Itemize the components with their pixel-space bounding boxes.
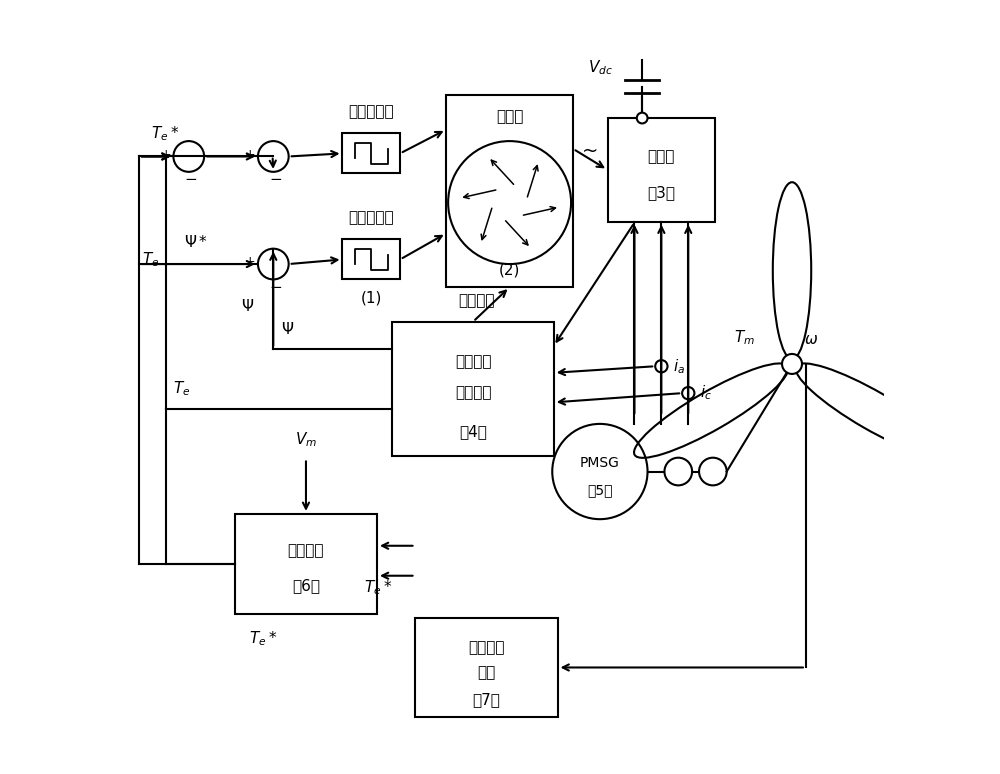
Text: ~: ~: [582, 142, 598, 161]
Text: $T_e$: $T_e$: [142, 250, 160, 269]
Text: $V_m$: $V_m$: [295, 430, 317, 449]
Bar: [342, 239, 400, 279]
Text: 变频器: 变频器: [648, 149, 675, 164]
Text: $V_{dc}$: $V_{dc}$: [588, 59, 613, 77]
Bar: [446, 95, 573, 287]
Text: $\Psi$: $\Psi$: [281, 321, 294, 337]
Text: （5）: （5）: [587, 484, 613, 498]
Text: 磁链扇区: 磁链扇区: [459, 293, 495, 308]
Text: 最优转矩: 最优转矩: [468, 640, 505, 655]
Text: $\Psi$: $\Psi$: [241, 298, 254, 314]
Text: $T_e*$: $T_e*$: [151, 124, 180, 142]
Text: $i_c$: $i_c$: [700, 384, 712, 402]
Text: （3）: （3）: [647, 185, 675, 200]
Text: −: −: [185, 172, 197, 187]
Text: $T_e*$: $T_e*$: [364, 578, 392, 597]
Text: (2): (2): [499, 262, 520, 277]
Circle shape: [637, 113, 648, 123]
Text: $T_e$: $T_e$: [173, 378, 191, 398]
Text: 磁链观测: 磁链观测: [455, 354, 491, 369]
Text: −: −: [269, 279, 282, 295]
Text: （7）: （7）: [473, 692, 500, 707]
Bar: [608, 118, 715, 222]
Text: 曲线: 曲线: [477, 665, 496, 680]
Bar: [415, 618, 558, 717]
Text: 滞环控制器: 滞环控制器: [348, 211, 394, 226]
Text: 转矩补偿: 转矩补偿: [288, 543, 324, 558]
Text: $\Psi *$: $\Psi *$: [184, 235, 209, 250]
Text: 转矩计算: 转矩计算: [455, 385, 491, 400]
Text: +: +: [245, 255, 256, 269]
Circle shape: [782, 354, 802, 374]
Text: +: +: [160, 148, 171, 161]
Text: (1): (1): [361, 291, 382, 306]
Bar: [235, 514, 377, 614]
Text: $i_a$: $i_a$: [673, 357, 685, 375]
Text: （4）: （4）: [459, 424, 487, 440]
Bar: [342, 133, 400, 173]
Text: $T_e*$: $T_e*$: [249, 629, 278, 648]
Text: PMSG: PMSG: [580, 456, 620, 470]
Text: 滞环控制器: 滞环控制器: [348, 104, 394, 119]
Circle shape: [638, 114, 647, 122]
Text: −: −: [269, 172, 282, 187]
Bar: [392, 322, 554, 456]
Text: +: +: [245, 148, 256, 161]
Text: $\omega$: $\omega$: [804, 332, 818, 347]
Text: 开关表: 开关表: [496, 109, 523, 124]
Text: $T_m$: $T_m$: [734, 328, 755, 347]
Text: （6）: （6）: [292, 578, 320, 593]
